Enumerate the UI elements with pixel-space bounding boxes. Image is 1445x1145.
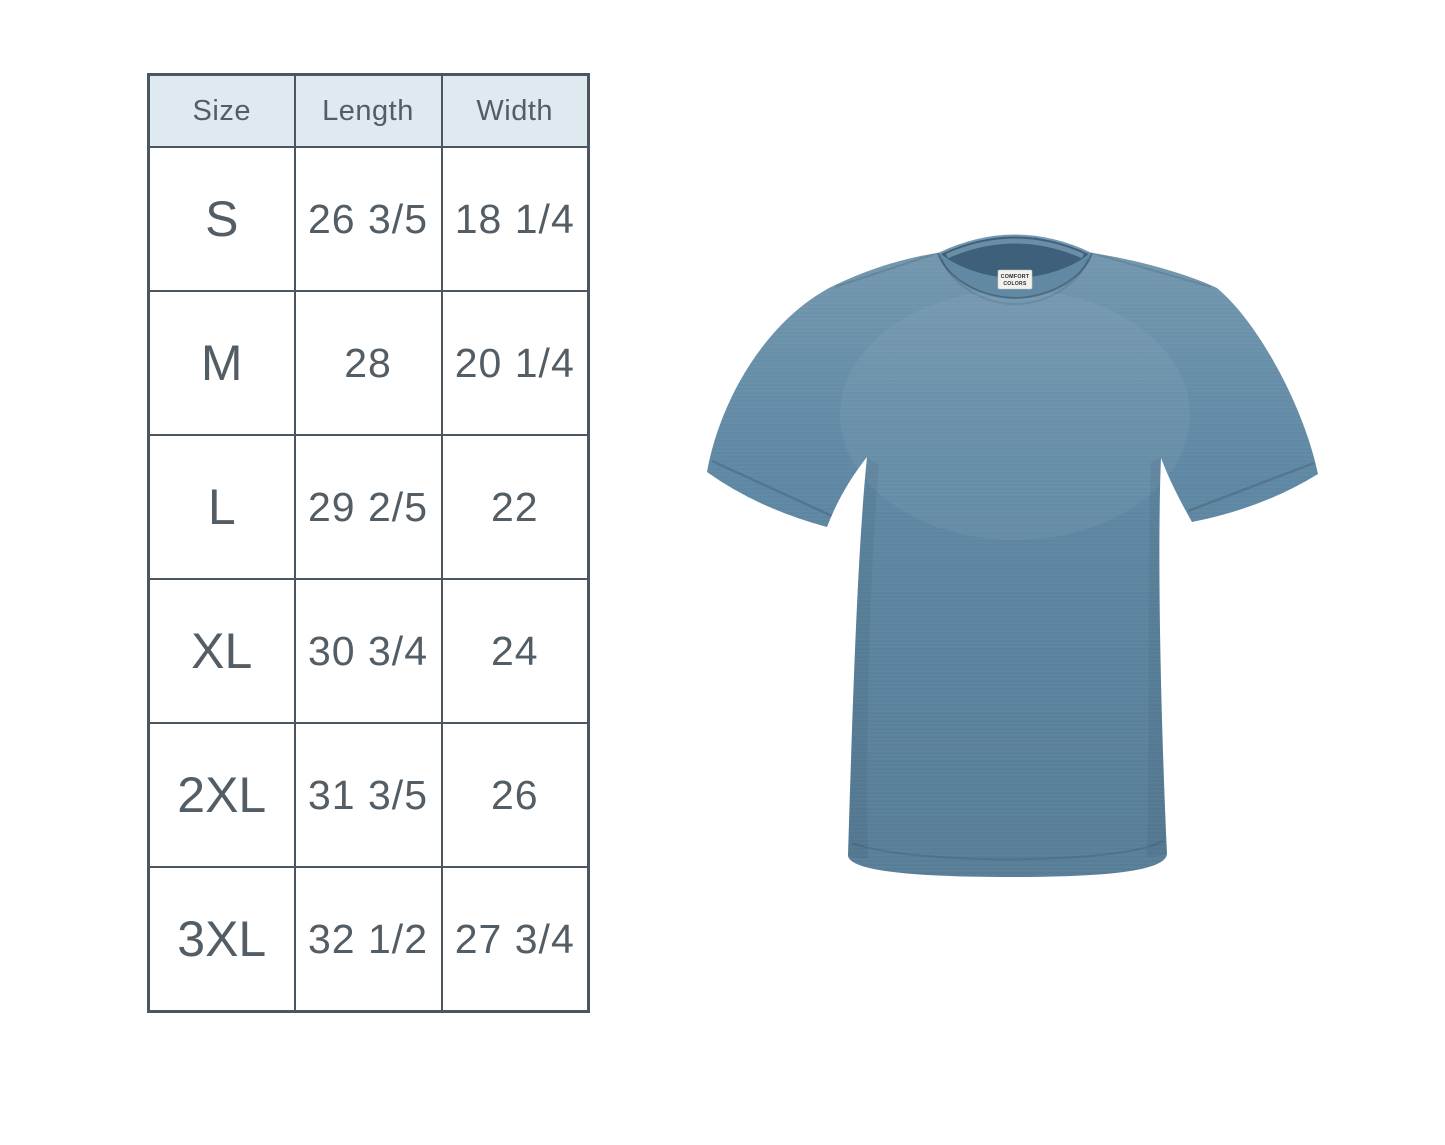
collar-stitch-line <box>941 258 1089 306</box>
right-cuff-seam <box>1187 461 1315 513</box>
size-label: 2XL <box>147 722 296 868</box>
width-value: 26 <box>440 722 590 868</box>
table-row: 2XL 31 3/5 26 <box>147 722 590 868</box>
neck-tag-brand-line2: COLORS <box>1003 281 1027 287</box>
table-row: S 26 3/5 18 1/4 <box>147 146 590 292</box>
size-chart-table: Size Length Width S 26 3/5 18 1/4 M 28 2… <box>147 73 590 1013</box>
length-value: 26 3/5 <box>293 146 443 292</box>
column-header-length: Length <box>293 73 443 148</box>
length-value: 28 <box>293 290 443 436</box>
left-shoulder-seam <box>834 252 939 288</box>
back-collar-ribbing <box>945 238 1085 259</box>
size-label: S <box>147 146 296 292</box>
width-value: 24 <box>440 578 590 724</box>
neck-tag: COMFORT COLORS <box>997 269 1033 290</box>
left-cuff-seam <box>711 459 833 518</box>
fabric-highlight <box>840 290 1190 540</box>
header-row: Size Length Width <box>147 73 590 148</box>
table-row: L 29 2/5 22 <box>147 434 590 580</box>
tshirt-image: COMFORT COLORS <box>707 234 1318 877</box>
table-row: M 28 20 1/4 <box>147 290 590 436</box>
tshirt-product-photo: COMFORT COLORS <box>695 225 1325 880</box>
front-collar-band <box>938 253 1092 298</box>
column-header-size: Size <box>147 73 296 148</box>
left-side-shadow <box>848 457 879 859</box>
neck-tag-brand-line1: COMFORT <box>1001 274 1030 280</box>
size-label: L <box>147 434 296 580</box>
width-value: 20 1/4 <box>440 290 590 436</box>
width-value: 27 3/4 <box>440 866 590 1013</box>
right-shoulder-seam <box>1091 252 1212 288</box>
width-value: 18 1/4 <box>440 146 590 292</box>
length-value: 29 2/5 <box>293 434 443 580</box>
hem-seam <box>851 840 1164 861</box>
table-row: XL 30 3/4 24 <box>147 578 590 724</box>
right-side-shadow <box>1147 458 1167 857</box>
length-value: 31 3/5 <box>293 722 443 868</box>
collar-bottom-seam <box>937 252 1093 300</box>
collar: COMFORT COLORS <box>937 236 1093 306</box>
width-value: 22 <box>440 434 590 580</box>
size-label: 3XL <box>147 866 296 1013</box>
size-label: XL <box>147 578 296 724</box>
size-label: M <box>147 290 296 436</box>
table-row: 3XL 32 1/2 27 3/4 <box>147 866 590 1013</box>
length-value: 32 1/2 <box>293 866 443 1013</box>
length-value: 30 3/4 <box>293 578 443 724</box>
column-header-width: Width <box>440 73 590 148</box>
